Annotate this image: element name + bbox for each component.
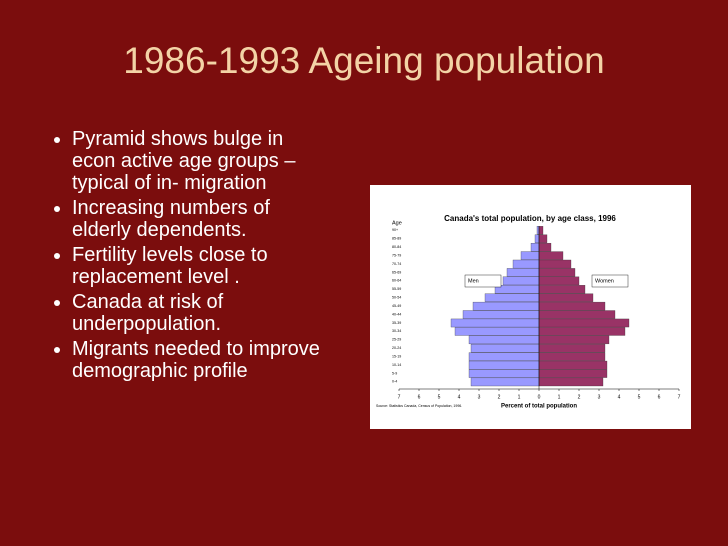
x-tick-label: 5 <box>438 394 441 400</box>
bar <box>538 318 630 328</box>
bar <box>538 268 576 277</box>
x-tick-label: 3 <box>598 394 601 400</box>
y-tick-label: 10-14 <box>392 363 401 367</box>
bar <box>538 301 606 311</box>
y-tick-label: 45-49 <box>392 304 401 308</box>
x-axis-label: Percent of total population <box>501 404 577 410</box>
y-tick-label: 75-79 <box>392 253 401 257</box>
bar <box>468 335 540 345</box>
bar <box>538 310 616 319</box>
bar <box>450 318 540 328</box>
bullet: Fertility levels close to replacement le… <box>72 244 328 288</box>
y-tick-label: 55-59 <box>392 287 401 291</box>
bar <box>468 369 540 378</box>
x-tick-label: 4 <box>458 394 461 400</box>
y-tick-label: 70-74 <box>392 262 401 266</box>
bar <box>538 234 548 243</box>
bar <box>538 369 608 378</box>
legend-label: Women <box>595 278 614 284</box>
bar <box>470 377 540 387</box>
bar <box>530 242 540 252</box>
bar <box>538 335 610 345</box>
bullet: Pyramid shows bulge in econ active age g… <box>72 128 328 194</box>
slide-title: 1986-1993 Ageing population <box>123 40 605 81</box>
chart-title: Canada's total population, by age class,… <box>444 214 616 223</box>
x-tick-label: 3 <box>478 394 481 400</box>
bar <box>538 293 594 302</box>
bar <box>538 251 564 260</box>
y-tick-label: 50-54 <box>392 296 401 300</box>
x-tick-label: 4 <box>618 394 621 400</box>
bar <box>462 310 540 319</box>
bar <box>484 293 540 302</box>
bar <box>538 352 606 361</box>
bar <box>538 327 626 336</box>
bar <box>468 352 540 361</box>
y-tick-label: 25-29 <box>392 338 401 342</box>
x-tick-label: 2 <box>498 394 501 400</box>
bullet: Canada at risk of underpopulation. <box>72 291 328 335</box>
y-axis-label: Age <box>392 220 402 226</box>
x-tick-label: 0 <box>538 394 541 400</box>
bar <box>538 276 580 286</box>
x-tick-label: 5 <box>638 394 641 400</box>
bar <box>538 344 606 353</box>
bullet: Increasing numbers of elderly dependents… <box>72 197 328 241</box>
y-tick-label: 90+ <box>392 228 398 232</box>
legend-box <box>464 274 502 288</box>
legend-box <box>591 274 629 288</box>
bar <box>470 344 540 353</box>
x-tick-label: 7 <box>678 394 681 400</box>
x-tick-label: 1 <box>558 394 561 400</box>
bar <box>534 234 540 243</box>
y-tick-label: 35-39 <box>392 321 401 325</box>
y-tick-label: 40-44 <box>392 312 401 316</box>
bar <box>538 226 544 235</box>
bar <box>538 285 586 294</box>
x-tick-label: 1 <box>518 394 521 400</box>
bar <box>538 242 552 252</box>
bar <box>538 377 604 387</box>
x-tick-label: 6 <box>658 394 661 400</box>
chart: Canada's total population, by age class,… <box>370 185 691 429</box>
x-tick-label: 6 <box>418 394 421 400</box>
y-tick-label: 0-4 <box>392 380 397 384</box>
bullet-list: Pyramid shows bulge in econ active age g… <box>28 128 328 385</box>
y-tick-label: 20-24 <box>392 346 401 350</box>
y-tick-label: 5-9 <box>392 371 397 375</box>
bar <box>494 285 540 294</box>
source-note: Source: Statistics Canada, Census of Pop… <box>376 404 462 408</box>
bar <box>502 276 540 286</box>
bar <box>472 301 540 311</box>
bar <box>538 259 572 269</box>
bar <box>506 268 540 277</box>
bar <box>454 327 540 336</box>
bar <box>538 360 608 370</box>
y-tick-label: 15-19 <box>392 354 401 358</box>
legend-label: Men <box>468 278 479 284</box>
bar <box>536 226 540 235</box>
y-tick-label: 80-84 <box>392 245 401 249</box>
bar <box>512 259 540 269</box>
x-tick-label: 7 <box>398 394 401 400</box>
bullet: Migrants needed to improve demographic p… <box>72 338 328 382</box>
y-tick-label: 60-64 <box>392 279 401 283</box>
x-tick-label: 2 <box>578 394 581 400</box>
y-tick-label: 85-89 <box>392 237 401 241</box>
bar <box>520 251 540 260</box>
y-tick-label: 65-69 <box>392 270 401 274</box>
y-tick-label: 30-34 <box>392 329 401 333</box>
bar <box>468 360 540 370</box>
